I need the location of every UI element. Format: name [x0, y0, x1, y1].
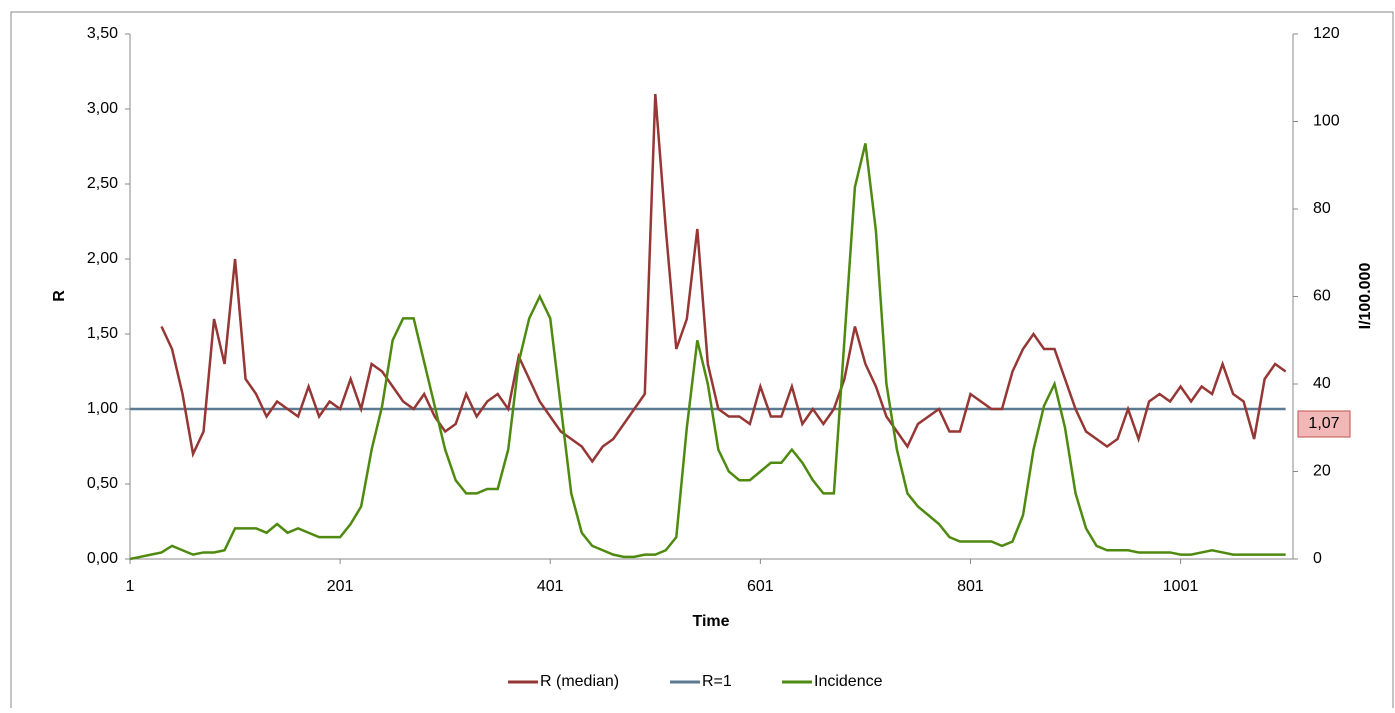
- y2-tick-label: 20: [1313, 463, 1331, 480]
- x-tick-label: 801: [957, 578, 984, 595]
- x-tick-label: 201: [327, 578, 354, 595]
- x-axis-label: Time: [692, 613, 729, 630]
- y-tick-label: 0,00: [87, 550, 118, 567]
- annotation: 1,07: [1308, 415, 1339, 432]
- y-tick-label: 3,50: [87, 25, 118, 42]
- y2-axis-label: I/100.000: [1357, 263, 1374, 330]
- y-tick-label: 1,50: [87, 325, 118, 342]
- legend-label: R (median): [540, 673, 619, 690]
- x-tick-label: 401: [537, 578, 564, 595]
- series-line: [129, 143, 1286, 561]
- y2-tick-label: 120: [1313, 25, 1340, 42]
- y-tick-label: 2,00: [87, 250, 118, 267]
- series-line: [160, 93, 1287, 464]
- y2-tick-label: 60: [1313, 288, 1331, 305]
- y2-tick-label: 100: [1313, 113, 1340, 130]
- y2-tick-label: 0: [1313, 550, 1322, 567]
- x-tick-label: 601: [747, 578, 774, 595]
- y-tick-label: 0,50: [87, 475, 118, 492]
- x-tick-label: 1: [126, 578, 135, 595]
- y-tick-label: 3,00: [87, 100, 118, 117]
- y2-tick-label: 40: [1313, 375, 1331, 392]
- x-tick-label: 1001: [1163, 578, 1199, 595]
- legend-label: Incidence: [814, 673, 883, 690]
- y-tick-label: 2,50: [87, 175, 118, 192]
- legend-label: R=1: [702, 673, 732, 690]
- y-axis-label: R: [51, 290, 68, 302]
- y-tick-label: 1,00: [87, 400, 118, 417]
- annotation-box: [1297, 410, 1351, 438]
- y2-tick-label: 80: [1313, 200, 1331, 217]
